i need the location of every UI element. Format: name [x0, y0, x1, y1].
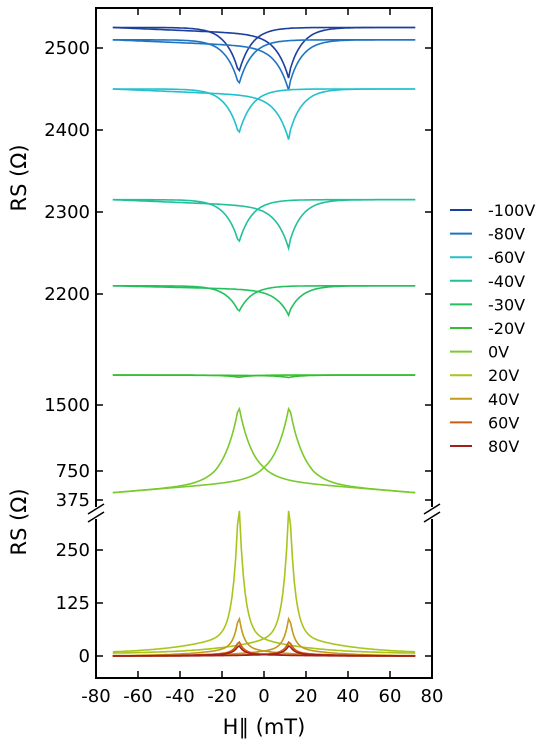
plot-frame — [95, 7, 433, 679]
series-line--60V-sweep-down — [112, 88, 416, 134]
series-line--80V-sweep-up — [112, 39, 416, 91]
x-tick-label: -40 — [165, 686, 194, 707]
y-tick-bottom-label: 0 — [79, 646, 90, 667]
y-axis-title-top: RS (Ω) — [7, 144, 31, 211]
legend-label: -20V — [488, 319, 525, 338]
x-tick-label: -60 — [123, 686, 152, 707]
axis-ticks: -80 -60 -40 -20 0 20 40 60 802200230024002500375… — [44, 8, 443, 707]
legend-label: 20V — [488, 366, 519, 385]
series-line-0V-sweep-up — [112, 406, 416, 494]
series-line-20V-sweep-up — [112, 510, 416, 654]
plot-border — [95, 7, 433, 679]
legend-label: -80V — [488, 225, 525, 244]
break-mark — [87, 511, 105, 523]
series-line-0V-sweep-down — [112, 406, 416, 494]
legend-label: -40V — [488, 272, 525, 291]
break-mark — [423, 503, 441, 515]
legend-label: -30V — [488, 295, 525, 314]
x-axis-title: H∥ (mT) — [223, 715, 306, 739]
x-tick-label: -80 — [81, 686, 110, 707]
x-tick-label: 60 — [379, 686, 402, 707]
break-mark — [87, 503, 105, 515]
y-tick-bottom-label: 125 — [56, 593, 90, 614]
y-tick-bottom-label: 250 — [56, 540, 90, 561]
series-line-20V-sweep-down — [112, 510, 416, 654]
y-tick-upper-label: 2300 — [44, 202, 90, 223]
x-tick-label: 80 — [421, 686, 444, 707]
x-tick-label: 0 — [258, 686, 269, 707]
axis-break — [87, 503, 441, 523]
y-tick-lower-label: 375 — [56, 490, 90, 511]
series-line-40V-sweep-down — [112, 616, 416, 657]
series-line--40V-sweep-up — [112, 198, 416, 252]
legend-label: 40V — [488, 390, 519, 409]
series-line--60V-sweep-up — [112, 88, 416, 140]
legend-label: 0V — [488, 343, 509, 362]
series-line-80V-sweep-down — [112, 645, 416, 657]
x-tick-label: -20 — [207, 686, 236, 707]
series-line--20V-sweep-down — [112, 374, 416, 379]
y-tick-upper-label: 2400 — [44, 120, 90, 141]
y-tick-lower-label: 750 — [56, 461, 90, 482]
y-axis-title-bottom: RS (Ω) — [7, 488, 31, 555]
series-line--100V-sweep-down — [112, 26, 416, 72]
data-curves — [112, 26, 416, 657]
x-tick-label: 40 — [337, 686, 360, 707]
break-mask-right — [424, 507, 440, 519]
x-tick-label: 20 — [295, 686, 318, 707]
series-line--30V-sweep-down — [112, 285, 416, 312]
legend-label: 60V — [488, 413, 519, 432]
break-mark — [423, 511, 441, 523]
legend: -100V -80V -60V -40V -30V -20V 0V 20V 40V 60V 80V — [450, 201, 535, 456]
legend-label: -100V — [488, 201, 535, 220]
series-line--80V-sweep-down — [112, 39, 416, 85]
y-tick-upper-label: 2500 — [44, 38, 90, 59]
series-line--40V-sweep-down — [112, 198, 416, 243]
legend-label: 80V — [488, 437, 519, 456]
y-tick-upper-label: 2200 — [44, 284, 90, 305]
y-tick-lower-label: 1500 — [44, 395, 90, 416]
legend-label: -60V — [488, 248, 525, 267]
break-mask-left — [88, 507, 104, 519]
